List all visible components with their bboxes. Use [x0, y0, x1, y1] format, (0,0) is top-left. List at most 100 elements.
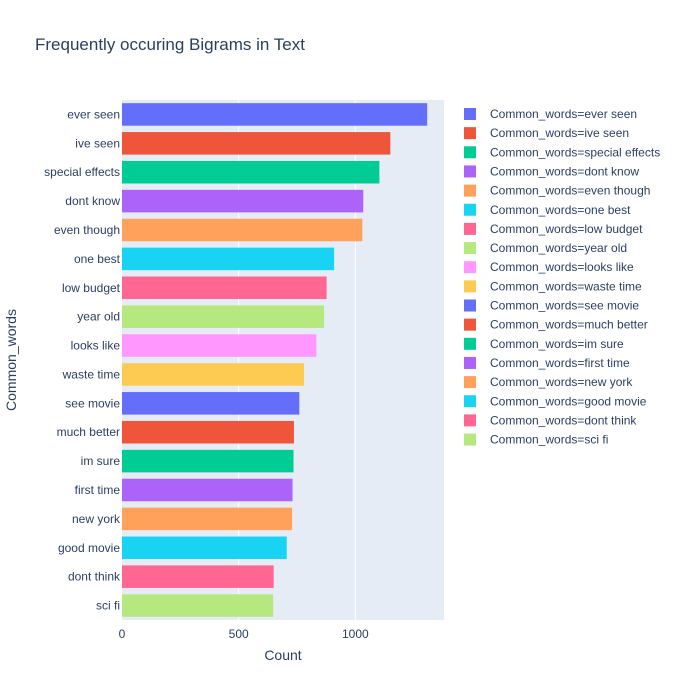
legend-label: Common_words=year old: [490, 241, 627, 255]
legend-item[interactable]: Common_words=looks like: [464, 260, 634, 274]
bar[interactable]: [122, 536, 287, 560]
legend-item[interactable]: Common_words=see movie: [464, 299, 639, 313]
legend-swatch: [464, 203, 476, 216]
legend[interactable]: Common_words=ever seen Common_words=ive s…: [464, 107, 660, 447]
legend-item[interactable]: Common_words=much better: [464, 318, 648, 332]
plot-area: [122, 100, 444, 620]
bar[interactable]: [122, 132, 391, 155]
legend-label: Common_words=sci fi: [490, 433, 608, 447]
legend-label: Common_words=dont know: [490, 164, 639, 178]
bar[interactable]: [122, 276, 327, 300]
legend-swatch: [464, 165, 476, 178]
bar[interactable]: [122, 160, 380, 184]
x-tick-label: 500: [229, 627, 249, 641]
bar[interactable]: [122, 189, 364, 213]
legend-swatch: [464, 337, 476, 350]
legend-swatch: [464, 146, 476, 159]
bar[interactable]: [122, 507, 293, 531]
y-tick-label: year old: [77, 310, 120, 324]
y-tick-label: dont know: [65, 194, 120, 208]
bar[interactable]: [122, 449, 294, 473]
legend-swatch: [464, 395, 476, 408]
legend-item[interactable]: Common_words=one best: [464, 203, 631, 217]
legend-label: Common_words=first time: [490, 356, 630, 370]
legend-label: Common_words=waste time: [490, 279, 642, 293]
legend-swatch: [464, 127, 476, 140]
y-tick-label: ever seen: [67, 107, 120, 121]
legend-swatch: [464, 414, 476, 427]
legend-swatch: [464, 376, 476, 389]
legend-item[interactable]: Common_words=first time: [464, 356, 630, 370]
legend-label: Common_words=much better: [490, 318, 648, 332]
legend-swatch: [464, 356, 476, 369]
x-axis-title: Count: [264, 647, 301, 663]
y-tick-label: looks like: [71, 339, 121, 353]
y-tick-label: good movie: [58, 541, 120, 555]
y-tick-label: special effects: [44, 165, 120, 179]
legend-item[interactable]: Common_words=dont think: [464, 413, 637, 427]
x-tick-label: 0: [119, 627, 126, 641]
bar[interactable]: [122, 305, 325, 328]
y-tick-label: low budget: [62, 281, 121, 295]
legend-item[interactable]: Common_words=sci fi: [464, 433, 608, 447]
legend-label: Common_words=even though: [490, 184, 650, 198]
legend-swatch: [464, 261, 476, 274]
legend-label: Common_words=im sure: [490, 337, 624, 351]
legend-item[interactable]: Common_words=waste time: [464, 279, 642, 293]
bar[interactable]: [122, 103, 428, 126]
bar[interactable]: [122, 363, 304, 386]
legend-swatch: [464, 222, 476, 235]
y-tick-label: ive seen: [75, 136, 120, 150]
legend-swatch: [464, 108, 476, 120]
y-tick-label: im sure: [81, 454, 121, 468]
bar[interactable]: [122, 334, 317, 357]
legend-item[interactable]: Common_words=special effects: [464, 145, 660, 159]
legend-swatch: [464, 318, 476, 331]
bar[interactable]: [122, 565, 274, 588]
legend-item[interactable]: Common_words=dont know: [464, 164, 639, 178]
legend-label: Common_words=ive seen: [490, 126, 629, 140]
chart-title: Frequently occuring Bigrams in Text: [35, 35, 305, 54]
y-tick-labels: ever seen ive seen special effects dont kno…: [44, 107, 121, 612]
legend-swatch: [464, 280, 476, 293]
y-tick-label: sci fi: [96, 599, 120, 613]
legend-item[interactable]: Common_words=im sure: [464, 337, 624, 351]
legend-item[interactable]: Common_words=even though: [464, 184, 650, 198]
bar[interactable]: [122, 420, 294, 444]
legend-label: Common_words=good movie: [490, 394, 647, 408]
legend-label: Common_words=see movie: [490, 299, 639, 313]
x-tick-label: 1000: [342, 627, 369, 641]
legend-label: Common_words=looks like: [490, 260, 634, 274]
bars: [122, 103, 428, 617]
y-tick-label: even though: [54, 223, 120, 237]
legend-label: Common_words=dont think: [490, 413, 637, 427]
bar[interactable]: [122, 392, 300, 415]
gridlines: [238, 100, 356, 620]
y-axis-title: Common_words: [3, 309, 19, 411]
y-tick-label: waste time: [62, 367, 121, 381]
bar[interactable]: [122, 478, 293, 502]
legend-label: Common_words=special effects: [490, 145, 660, 159]
legend-item[interactable]: Common_words=ive seen: [464, 126, 629, 140]
x-tick-labels: 0 500 1000: [119, 627, 369, 641]
legend-item[interactable]: Common_words=low budget: [464, 222, 643, 236]
y-tick-label: one best: [74, 252, 121, 266]
bar[interactable]: [122, 247, 335, 271]
legend-item[interactable]: Common_words=good movie: [464, 394, 647, 408]
y-tick-label: see movie: [65, 396, 120, 410]
legend-swatch: [464, 184, 476, 197]
legend-label: Common_words=ever seen: [490, 107, 637, 121]
bar[interactable]: [122, 594, 274, 617]
y-tick-label: much better: [57, 425, 120, 439]
bar[interactable]: [122, 218, 363, 242]
legend-label: Common_words=one best: [490, 203, 631, 217]
y-tick-label: new york: [72, 512, 121, 526]
legend-item[interactable]: Common_words=ever seen: [464, 107, 637, 121]
y-tick-label: dont think: [68, 570, 121, 584]
legend-item[interactable]: Common_words=new york: [464, 375, 633, 389]
legend-item[interactable]: Common_words=year old: [464, 241, 627, 255]
legend-label: Common_words=low budget: [490, 222, 643, 236]
legend-label: Common_words=new york: [490, 375, 633, 389]
legend-swatch: [464, 242, 476, 255]
